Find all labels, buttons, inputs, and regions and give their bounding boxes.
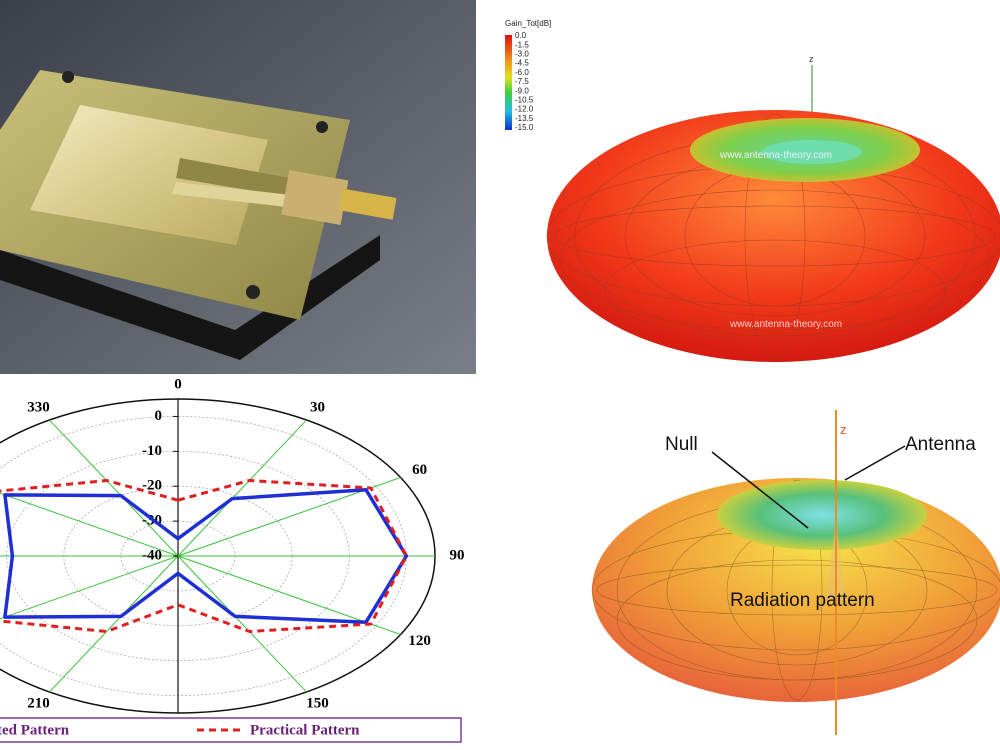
theta-tick-label: 150 [306, 696, 329, 712]
colorbar-label: 0.0 [515, 31, 527, 40]
spoke [177, 419, 307, 557]
label: Radiation pattern [730, 590, 875, 611]
r-tick-label: -10 [142, 443, 162, 459]
r-tick-label: -20 [142, 478, 162, 494]
colorbar-label: -7.5 [515, 77, 529, 86]
spoke [49, 419, 179, 557]
colorbar-label: -13.5 [515, 114, 534, 123]
plot-background [0, 378, 480, 750]
legend: Simulated Pattern Practical Pattern [0, 717, 462, 743]
spoke [0, 555, 179, 620]
colorbar-title: Gain_Tot[dB] [505, 19, 551, 28]
polar-chart: 03060901201501802102402703003300-10-20-3… [0, 376, 480, 750]
spoke [0, 492, 179, 557]
theta-tick-label: 30 [310, 399, 325, 415]
theta-tick-label: 330 [27, 399, 50, 415]
watermark: www.antenna-theory.com [719, 150, 832, 161]
colorbar-label: -15.0 [515, 123, 534, 132]
label: Antenna [905, 434, 976, 455]
legend-label: Practical Pattern [250, 722, 360, 738]
legend-label: Simulated Pattern [0, 722, 70, 738]
colorbar-label: -10.5 [515, 96, 534, 105]
pattern-diagram: z Null Antenna Radiation pattern [591, 410, 1000, 735]
watermark: www.antenna-theory.com [729, 319, 842, 330]
colorbar-label: -3.0 [515, 50, 529, 59]
theta-tick-label: 60 [412, 462, 427, 478]
spoke [49, 555, 179, 693]
axis-label: z [809, 54, 814, 64]
spoke [177, 555, 307, 693]
theta-tick-label: 90 [450, 547, 465, 563]
colorbar-label: -9.0 [515, 86, 529, 95]
theta-tick-label: 210 [27, 696, 50, 712]
colorbar-label: -4.5 [515, 59, 529, 68]
theta-tick-label: 120 [408, 633, 431, 649]
colorbar-label: -12.0 [515, 105, 534, 114]
series-line [3, 487, 409, 625]
theta-tick-label: 0 [174, 376, 182, 392]
label: Null [665, 434, 698, 455]
axis-label: z [840, 422, 847, 437]
series-line [0, 479, 408, 633]
r-tick-label: -40 [142, 547, 162, 563]
colorbar-label: -1.5 [515, 40, 529, 49]
colorbar-label: -6.0 [515, 68, 529, 77]
r-tick-label: 0 [155, 408, 163, 424]
antenna-photo [0, 0, 476, 374]
gain-plot: Gain_Tot[dB] 0.0-1.5-3.0-4.5-6.0-7.5-9.0… [500, 0, 1000, 374]
